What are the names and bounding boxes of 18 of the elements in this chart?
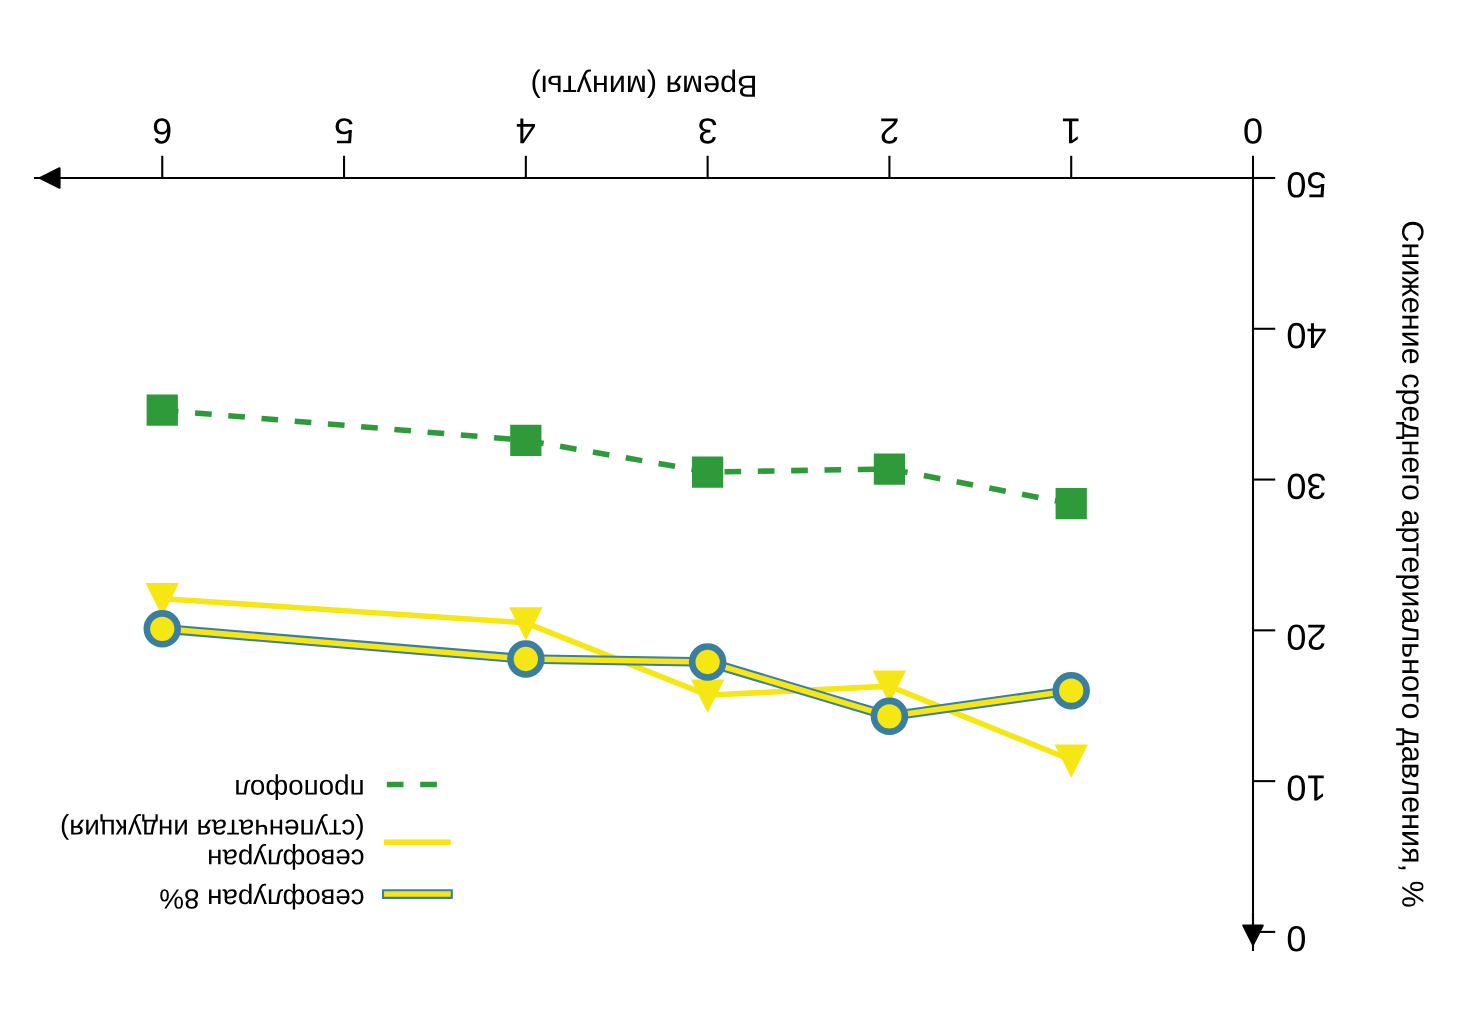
x-tick-label: 1	[1062, 118, 1079, 144]
legend-label: пропофол	[236, 774, 363, 801]
x-tick-label: 3	[699, 118, 717, 144]
x-tick-label: 5	[335, 118, 353, 144]
y-axis-title: Снижение среднего артериального давления, %	[1395, 221, 1424, 907]
x-tick-label: 0	[1244, 118, 1262, 144]
y-tick-label: 40	[1287, 322, 1326, 349]
y-tick-label: 20	[1287, 624, 1325, 650]
y-tick-label: 50	[1287, 172, 1326, 198]
y-tick-label: 30	[1287, 473, 1326, 500]
x-tick-label: 4	[516, 118, 536, 144]
legend-label: севофлуран 8%	[160, 883, 364, 910]
y-tick-label: 0	[1287, 925, 1305, 952]
y-tick-label: 10	[1287, 775, 1324, 801]
legend-label: севофлуран (ступенчатая индукция)	[61, 813, 364, 870]
x-tick-label: 2	[881, 118, 898, 144]
x-axis-title: Время (минуты)	[532, 69, 755, 98]
x-tick-label: 6	[153, 118, 171, 144]
